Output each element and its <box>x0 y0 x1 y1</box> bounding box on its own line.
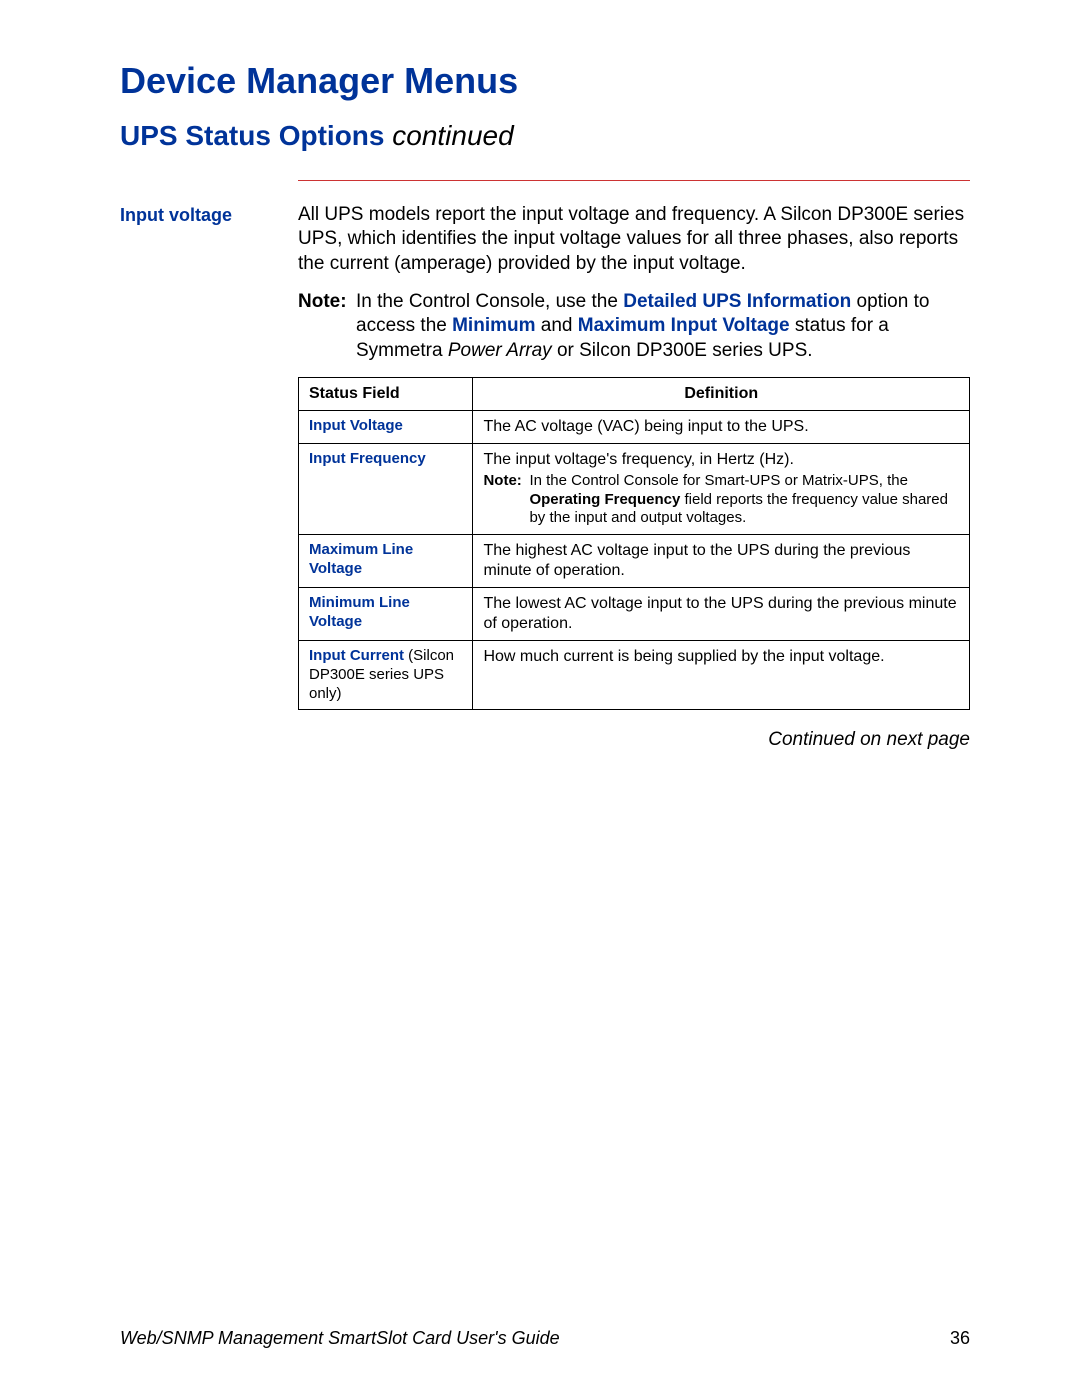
note-block: Note: In the Control Console, use the De… <box>298 290 970 363</box>
col-header-definition: Definition <box>473 377 970 410</box>
document-page: Device Manager Menus UPS Status Options … <box>0 0 1080 1397</box>
side-label: Input voltage <box>120 203 298 226</box>
table-row: Input VoltageThe AC voltage (VAC) being … <box>299 410 970 443</box>
section-continued-suffix: continued <box>384 120 513 151</box>
section-rule <box>298 180 970 181</box>
status-field-cell: Minimum Line Voltage <box>299 588 473 641</box>
body-block <box>298 180 970 181</box>
status-field-cell: Input Voltage <box>299 410 473 443</box>
table-row: Input FrequencyThe input voltage's frequ… <box>299 443 970 534</box>
col-header-status-field: Status Field <box>299 377 473 410</box>
intro-paragraph: All UPS models report the input voltage … <box>298 203 970 276</box>
content-row: Input voltage All UPS models report the … <box>120 203 970 753</box>
continued-on-next-page: Continued on next page <box>298 728 970 752</box>
chapter-title: Device Manager Menus <box>120 60 970 102</box>
definition-cell: The input voltage's frequency, in Hertz … <box>473 443 970 534</box>
definition-cell: How much current is being supplied by th… <box>473 641 970 710</box>
note-text: In the Control Console, use the Detailed… <box>356 290 970 363</box>
definition-cell: The AC voltage (VAC) being input to the … <box>473 410 970 443</box>
status-field-cell: Maximum Line Voltage <box>299 535 473 588</box>
table-row: Input Current (Silcon DP300E series UPS … <box>299 641 970 710</box>
table-row: Minimum Line VoltageThe lowest AC voltag… <box>299 588 970 641</box>
status-field-cell: Input Current (Silcon DP300E series UPS … <box>299 641 473 710</box>
definition-note: Note:In the Control Console for Smart-UP… <box>483 472 959 528</box>
definition-cell: The lowest AC voltage input to the UPS d… <box>473 588 970 641</box>
note-label: Note: <box>298 290 356 363</box>
body-column: All UPS models report the input voltage … <box>298 203 970 753</box>
definition-cell: The highest AC voltage input to the UPS … <box>473 535 970 588</box>
section-title: UPS Status Options continued <box>120 120 970 152</box>
section-title-text: UPS Status Options <box>120 120 384 151</box>
status-field-cell: Input Frequency <box>299 443 473 534</box>
definitions-table: Status Field Definition Input VoltageThe… <box>298 377 970 711</box>
footer-guide-title: Web/SNMP Management SmartSlot Card User'… <box>120 1328 560 1349</box>
table-row: Maximum Line VoltageThe highest AC volta… <box>299 535 970 588</box>
table-header-row: Status Field Definition <box>299 377 970 410</box>
page-footer: Web/SNMP Management SmartSlot Card User'… <box>120 1328 970 1349</box>
footer-page-number: 36 <box>950 1328 970 1349</box>
